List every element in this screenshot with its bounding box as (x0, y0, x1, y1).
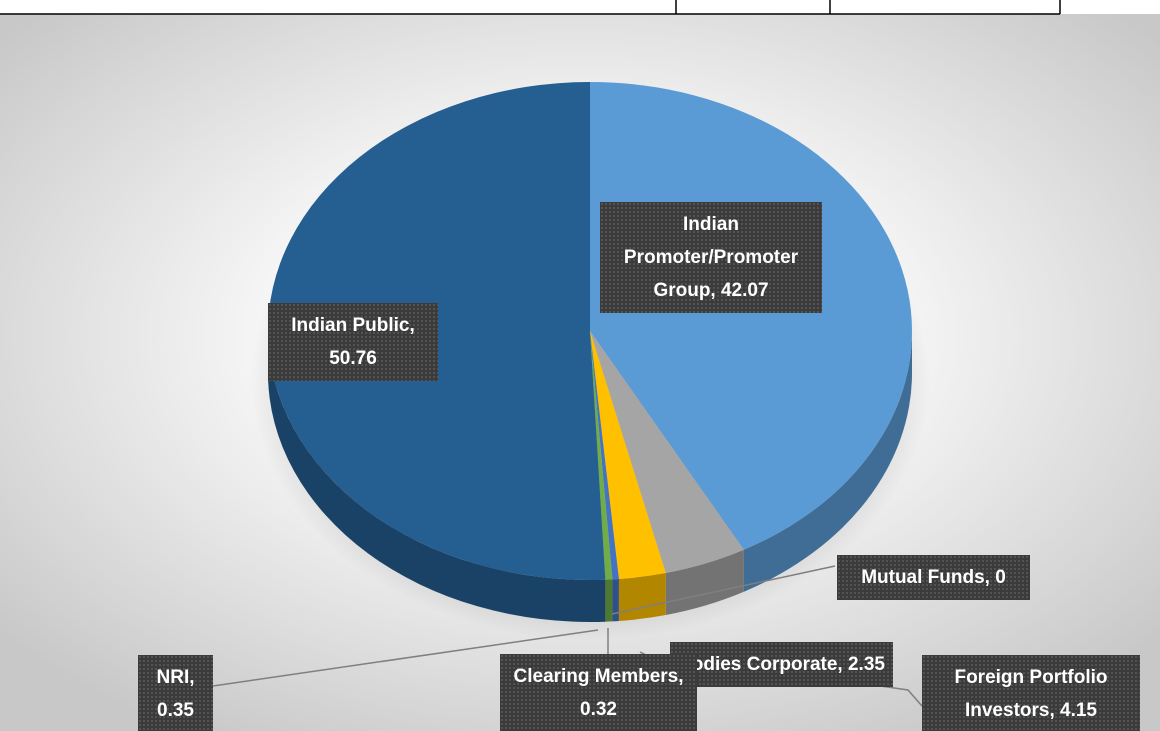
slice-side (618, 573, 666, 621)
slice (590, 331, 744, 574)
data-label: Indian Promoter/Promoter Group, 42.07 (600, 202, 822, 313)
slice (590, 82, 912, 550)
slice (590, 331, 619, 580)
slice-side (605, 579, 613, 622)
data-label: NRI, 0.35 (138, 655, 213, 731)
slice-side (743, 331, 912, 592)
table-border (0, 0, 1061, 15)
data-label: Bodies Corporate, 2.35 (670, 642, 893, 687)
data-label: Mutual Funds, 0 (837, 555, 1030, 600)
data-label: Indian Public, 50.76 (268, 303, 438, 381)
pie-sides (268, 331, 912, 622)
leader-line (879, 685, 923, 707)
data-label: Clearing Members, 0.32 (500, 654, 697, 731)
leader-line (611, 565, 836, 615)
slice (590, 331, 666, 579)
leader-lines (212, 565, 923, 707)
pie-tops (267, 82, 912, 580)
slice-side (268, 331, 606, 622)
slice (590, 331, 613, 580)
slice-side (612, 578, 619, 622)
leader-line (212, 629, 599, 687)
data-label: Foreign Portfolio Investors, 4.15 (922, 655, 1140, 731)
